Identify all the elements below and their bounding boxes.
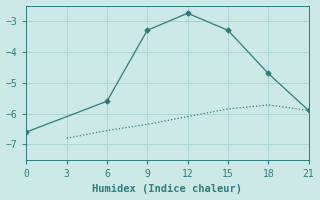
X-axis label: Humidex (Indice chaleur): Humidex (Indice chaleur) [92,184,243,194]
